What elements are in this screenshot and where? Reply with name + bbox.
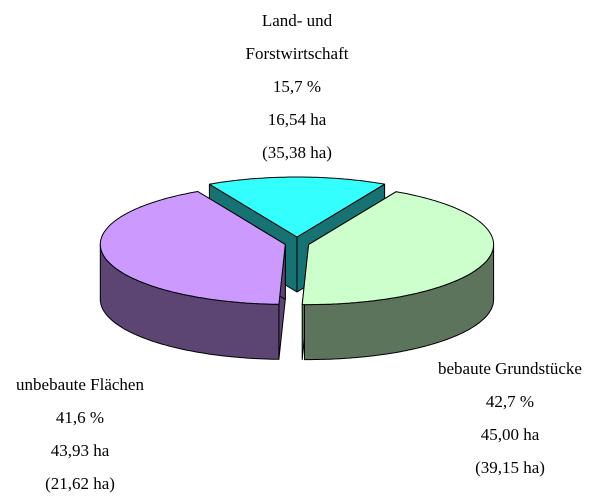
category-name: Land- und Forstwirtschaft [245, 11, 349, 63]
slice-label: bebaute Grundstücke 42,7 % 45,00 ha (39,15 … [410, 352, 598, 484]
previous-area-label: (21,62 ha) [45, 474, 115, 493]
slice-top [208, 176, 386, 238]
previous-area-label: (39,15 ha) [475, 458, 545, 477]
slice-top [301, 191, 495, 306]
value-label: 42,7 % [485, 392, 535, 411]
slice-label: Land- und Forstwirtschaft 15,7 % 16,54 ha (… [227, 4, 367, 169]
slice-top [99, 191, 286, 305]
category-name: unbebaute Flächen [16, 375, 144, 394]
slice-label: unbebaute Flächen 41,6 % 43,93 ha (21,62 ha… [0, 368, 180, 498]
area-label: 45,00 ha [480, 425, 540, 444]
category-name: bebaute Grundstücke [438, 359, 582, 378]
previous-area-label: (35,38 ha) [262, 143, 332, 162]
area-label: 43,93 ha [50, 441, 110, 460]
value-label: 15,7 % [272, 77, 322, 96]
area-label: 16,54 ha [267, 110, 327, 129]
value-label: 41,6 % [55, 408, 105, 427]
